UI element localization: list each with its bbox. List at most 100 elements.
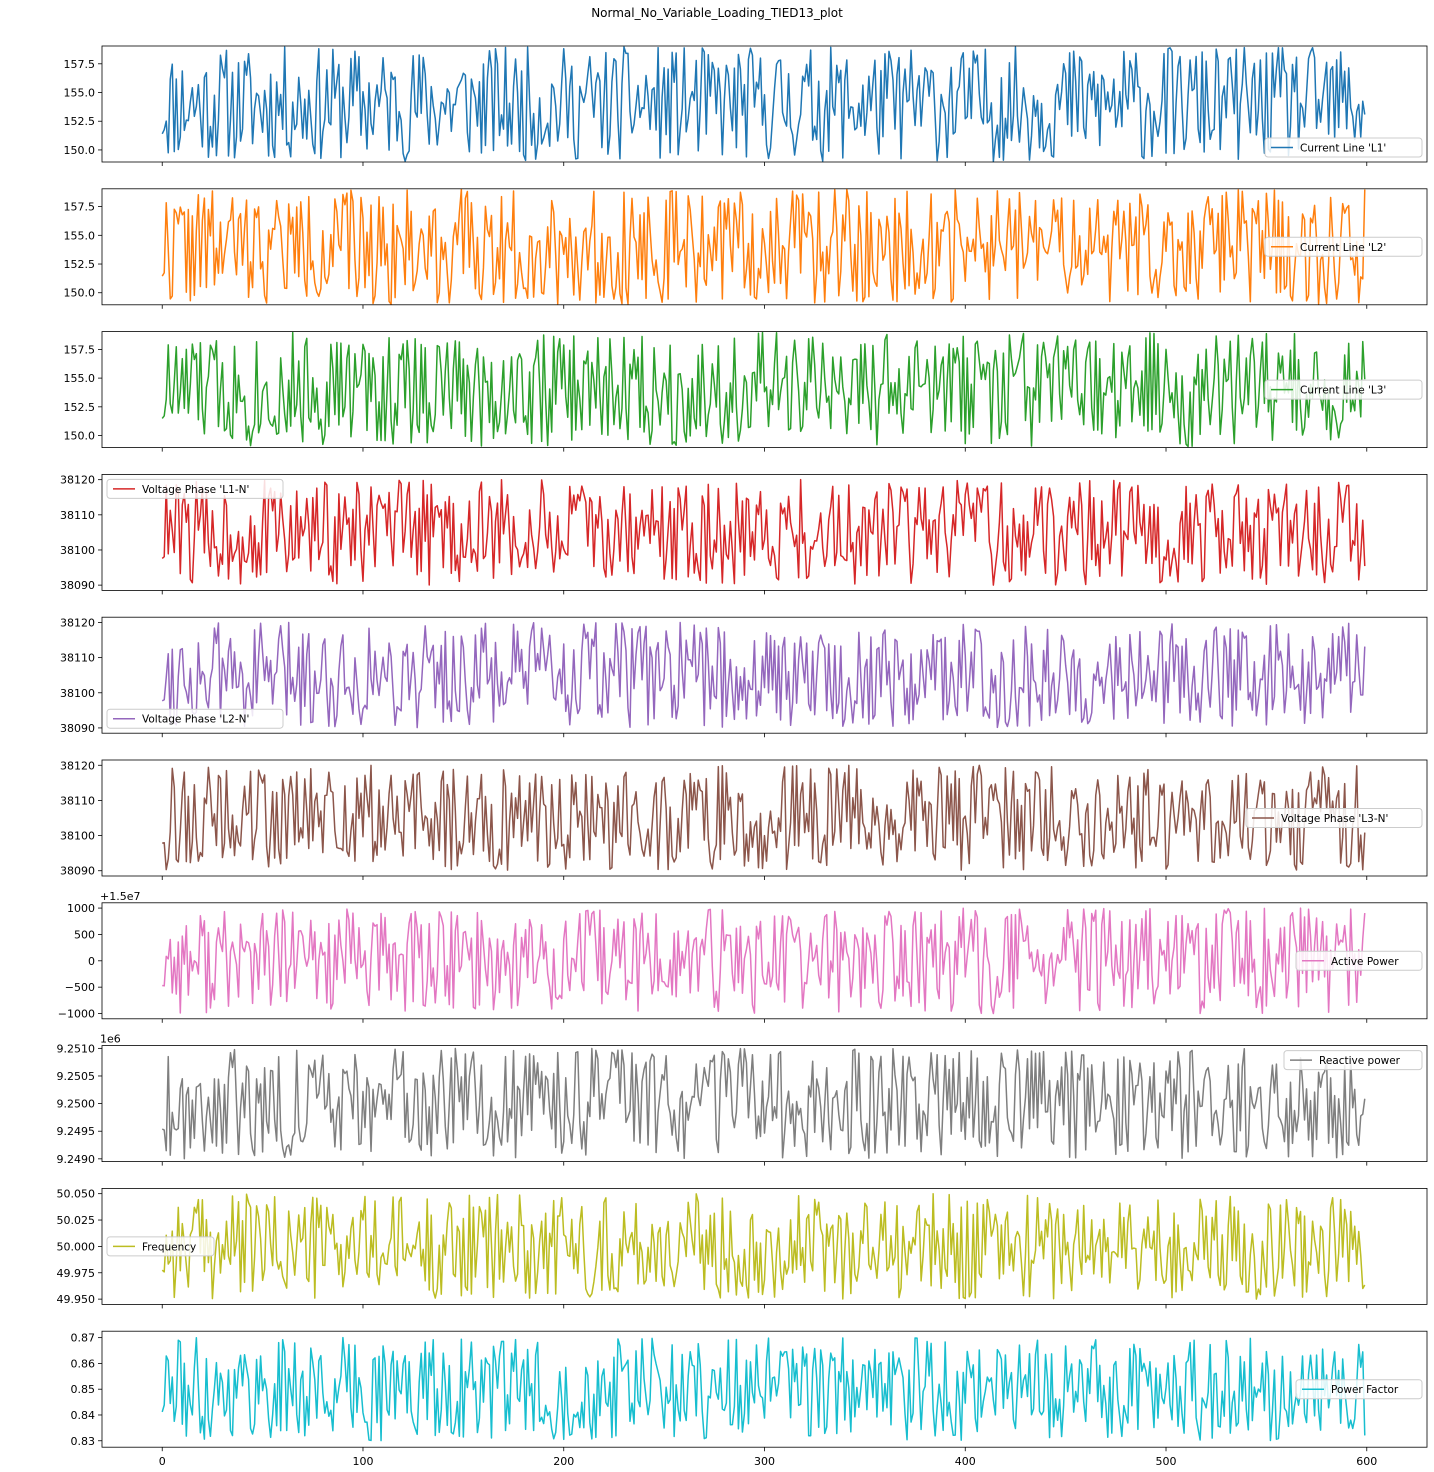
legend-label: Voltage Phase 'L3-N' bbox=[1281, 813, 1388, 825]
y-tick-label: 157.5 bbox=[64, 58, 96, 71]
axes-frame bbox=[101, 1045, 1428, 1162]
y-tick-label: 157.5 bbox=[64, 343, 96, 356]
y-tick-label: 0.86 bbox=[71, 1357, 96, 1370]
y-tick-label: 38100 bbox=[60, 544, 95, 557]
subplot-9: 49.950 49.975 50.000 50.025 50.050 Frequency bbox=[57, 1188, 1428, 1309]
legend-label: Voltage Phase 'L2-N' bbox=[142, 714, 249, 726]
x-tick-label: 200 bbox=[553, 1455, 574, 1468]
y-tick-label: 9.2495 bbox=[57, 1125, 96, 1138]
legend-box bbox=[106, 708, 284, 729]
axes-frame bbox=[101, 902, 1428, 1020]
subplot-2: 150.0 152.5 155.0 157.5 Current Line 'L2' bbox=[64, 188, 1428, 309]
subplot-5: 38090 38100 38110 38120 Voltage Phase 'L2-N' bbox=[60, 616, 1428, 738]
y-tick-label: 155.0 bbox=[64, 229, 96, 242]
legend-box bbox=[106, 478, 284, 499]
series-line bbox=[161, 1047, 1366, 1160]
x-tick-label: 600 bbox=[1356, 1455, 1377, 1468]
y-tick-label: 150.0 bbox=[64, 430, 96, 443]
legend-box bbox=[1245, 808, 1423, 828]
legend-box bbox=[106, 1236, 215, 1257]
legend: Current Line 'L2' bbox=[1264, 236, 1423, 257]
series-line bbox=[161, 1336, 1366, 1442]
legend-box bbox=[1295, 950, 1423, 971]
subplot-6: 38090 38100 38110 38120 Voltage Phase 'L3-N' bbox=[60, 759, 1428, 880]
legend: Current Line 'L3' bbox=[1264, 379, 1423, 400]
y-tick-label: 38090 bbox=[60, 865, 95, 878]
figure-title: Normal_No_Variable_Loading_TIED13_plot bbox=[591, 6, 843, 20]
y-tick-label: 0.83 bbox=[71, 1435, 96, 1448]
series-line bbox=[161, 46, 1366, 162]
legend: Current Line 'L1' bbox=[1264, 137, 1423, 158]
legend: Power Factor bbox=[1295, 1379, 1423, 1400]
y-tick-label: −1000 bbox=[58, 1008, 95, 1021]
y-tick-label: 38120 bbox=[60, 759, 95, 772]
y-tick-label: 50.050 bbox=[57, 1188, 96, 1201]
y-tick-label: 38120 bbox=[60, 474, 95, 487]
y-tick-label: 38110 bbox=[60, 652, 95, 665]
legend: Active Power bbox=[1295, 950, 1423, 971]
legend-label: Current Line 'L2' bbox=[1300, 242, 1386, 254]
y-tick-label: 150.0 bbox=[64, 287, 96, 300]
legend-label: Frequency bbox=[142, 1241, 196, 1253]
y-tick-label: 9.2490 bbox=[57, 1153, 96, 1166]
series-line bbox=[161, 331, 1366, 448]
legend-label: Voltage Phase 'L1-N' bbox=[142, 484, 249, 496]
legend-box bbox=[1264, 236, 1423, 257]
y-tick-label: 1000 bbox=[67, 902, 95, 915]
series-line bbox=[162, 907, 1366, 1015]
legend: Reactive power bbox=[1283, 1050, 1423, 1071]
subplot-1: 150.0 152.5 155.0 157.5 Current Line 'L1' bbox=[64, 45, 1428, 166]
legend-label: Current Line 'L3' bbox=[1300, 385, 1386, 397]
y-tick-label: 38090 bbox=[60, 722, 95, 735]
y-tick-label: 152.5 bbox=[64, 401, 96, 414]
x-tick-label: 300 bbox=[754, 1455, 775, 1468]
y-tick-label: 9.2500 bbox=[57, 1098, 96, 1111]
legend: Frequency bbox=[106, 1236, 215, 1257]
y-tick-label: 38110 bbox=[60, 509, 95, 522]
y-tick-label: 38100 bbox=[60, 830, 95, 843]
x-tick-label: 100 bbox=[352, 1455, 373, 1468]
y-tick-label: 49.975 bbox=[57, 1267, 96, 1280]
y-tick-label: 150.0 bbox=[64, 144, 96, 157]
legend: Voltage Phase 'L2-N' bbox=[106, 708, 284, 729]
series-line bbox=[161, 478, 1366, 586]
y-tick-label: −500 bbox=[65, 981, 95, 994]
y-tick-label: 9.2510 bbox=[57, 1042, 96, 1055]
subplot-7: −1000 −500 0 500 1000 +1.5e7 Active Power bbox=[58, 890, 1428, 1023]
y-tick-label: 0.87 bbox=[71, 1332, 96, 1345]
legend-label: Reactive power bbox=[1319, 1055, 1401, 1067]
legend: Voltage Phase 'L3-N' bbox=[1245, 808, 1423, 828]
subplot-4: 38090 38100 38110 38120 Voltage Phase 'L1-N' bbox=[60, 474, 1428, 595]
y-tick-label: 9.2505 bbox=[57, 1070, 96, 1083]
y-tick-label: 157.5 bbox=[64, 201, 96, 214]
series-line bbox=[161, 188, 1366, 305]
legend-box bbox=[1283, 1050, 1423, 1071]
legend: Voltage Phase 'L1-N' bbox=[106, 478, 284, 499]
y-tick-label: 0.85 bbox=[71, 1383, 96, 1396]
y-tick-label: 50.000 bbox=[57, 1240, 96, 1253]
series-line bbox=[162, 764, 1366, 871]
y-tick-label: 38120 bbox=[60, 616, 95, 629]
series-line bbox=[161, 1193, 1366, 1300]
series-line bbox=[161, 621, 1366, 729]
legend-label: Active Power bbox=[1331, 956, 1399, 968]
y-tick-label: 50.025 bbox=[57, 1214, 96, 1227]
y-tick-label: 155.0 bbox=[64, 372, 96, 385]
legend-box bbox=[1264, 137, 1423, 158]
legend-box bbox=[1295, 1379, 1423, 1400]
y-tick-label: 0.84 bbox=[71, 1409, 96, 1422]
subplot-stack: 150.0 152.5 155.0 157.5 Current Line 'L1' 150… bbox=[57, 45, 1428, 1468]
x-tick-label: 400 bbox=[955, 1455, 976, 1468]
legend-box bbox=[1264, 379, 1423, 400]
legend-label: Current Line 'L1' bbox=[1300, 143, 1386, 155]
subplot-10: 0.83 0.84 0.85 0.86 0.87 0 100 200 300 400 500 600 P… bbox=[71, 1330, 1428, 1468]
y-tick-label: 0 bbox=[88, 955, 95, 968]
axis-offset-text: +1.5e7 bbox=[100, 890, 140, 903]
legend-label: Power Factor bbox=[1331, 1384, 1399, 1396]
y-tick-label: 152.5 bbox=[64, 115, 96, 128]
y-tick-label: 38100 bbox=[60, 687, 95, 700]
y-tick-label: 38090 bbox=[60, 579, 95, 592]
x-tick-label: 0 bbox=[159, 1455, 166, 1468]
axes-frame bbox=[101, 759, 1428, 877]
